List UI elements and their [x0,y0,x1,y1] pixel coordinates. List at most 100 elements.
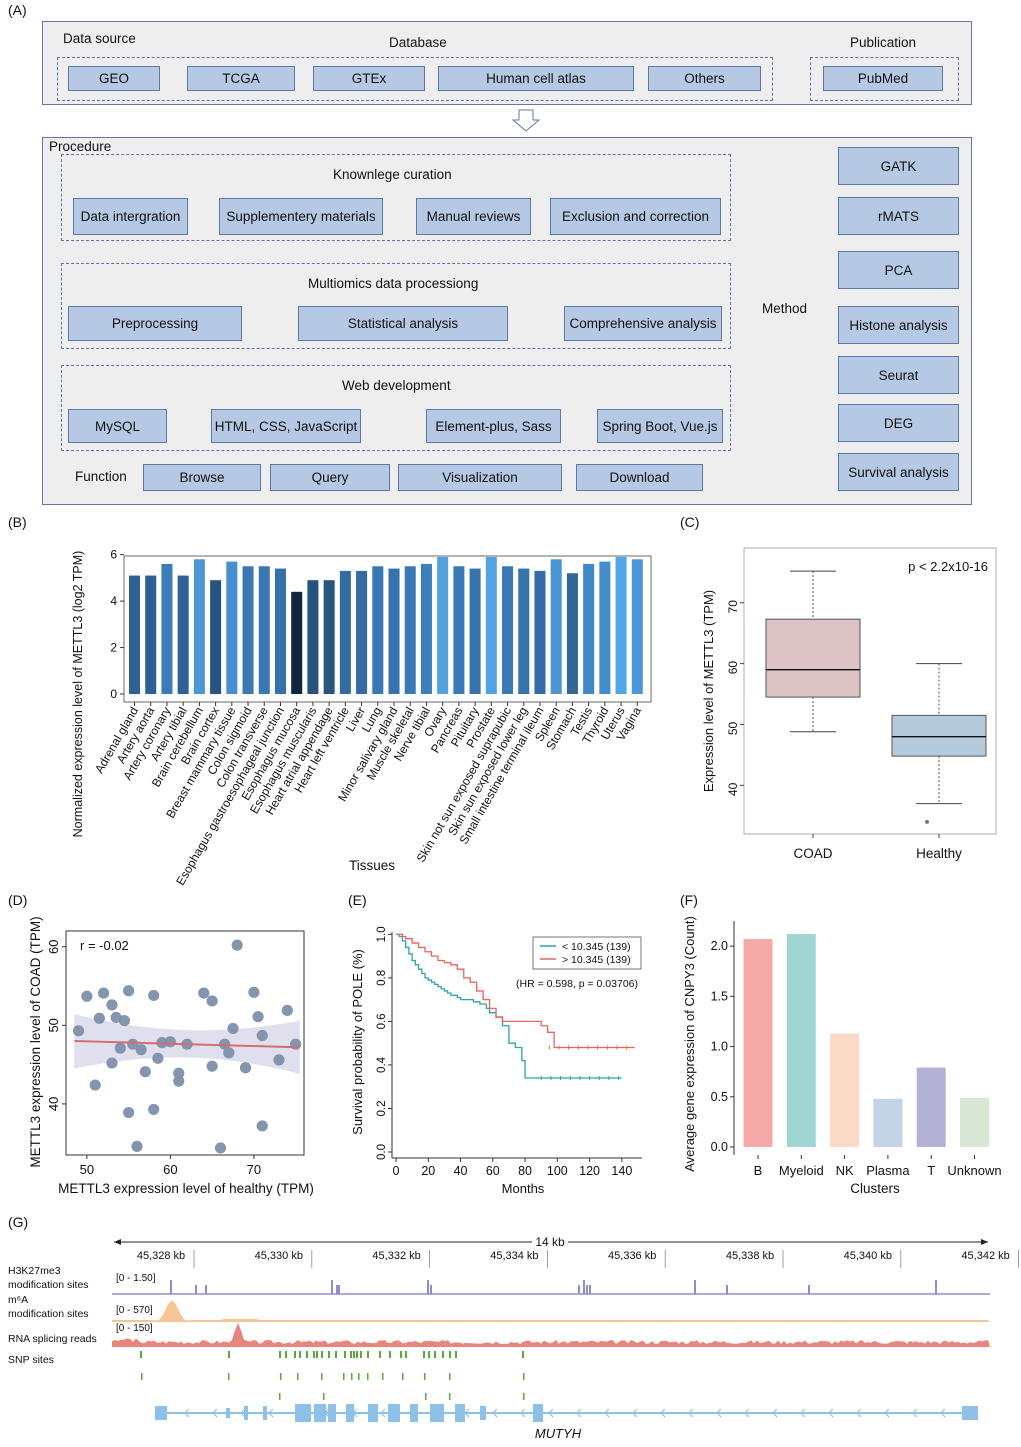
publication-box: PubMed [823,66,943,91]
bar [193,559,205,694]
bar [372,566,384,694]
strand-chevron-icon [632,1408,638,1418]
gene-exon [368,1404,378,1422]
gene-exon [328,1404,336,1422]
scatter-point [231,939,243,951]
snp-mark [335,1351,337,1358]
panel-label-f: (F) [680,892,698,908]
strand-chevron-icon [828,1408,834,1418]
bar [129,575,141,694]
publication-label: Publication [850,35,917,50]
h3k27me3-peak [427,1280,429,1294]
snp-mark [321,1351,323,1358]
track-name: m⁶A [8,1294,28,1306]
database-group [57,57,773,101]
genomic-position-label: 45,342 kb [961,1250,1009,1262]
method-box: PCA [838,251,959,289]
bar [485,556,497,694]
scatter-point [118,1015,131,1027]
snp-mark [313,1351,315,1358]
method-box: Seurat [838,356,959,394]
scale-label: 14 kb [535,1235,565,1249]
x-tick-label: 0 [393,1164,400,1178]
scale-label-bg [532,1234,568,1248]
scatter-point [273,1054,285,1066]
scatter-point [198,987,210,999]
h3k27me3-peak [726,1285,728,1294]
snp-mark [523,1373,525,1380]
multiomics-step-box: Preprocessing [68,306,242,341]
curation-step-box: Data intergration [73,198,188,235]
bar [210,580,222,694]
x-tick-label: 120 [579,1164,600,1178]
snp-mark [228,1351,230,1358]
scatter-point [135,1044,147,1056]
scatter-point [252,1011,264,1023]
bar [518,568,530,694]
y-tick-label: 40 [46,1097,61,1111]
y-tick-label: 0.5 [711,1090,728,1104]
function-box: Browse [143,464,261,491]
snp-mark [449,1393,451,1400]
r-annotation: r = -0.02 [80,938,129,953]
x-tick-label: COAD [793,846,832,861]
gene-exon [480,1406,486,1420]
scatter-point [93,1012,106,1024]
snp-mark [434,1351,436,1358]
gene-exon [263,1406,267,1420]
genomic-position-label: 45,338 kb [726,1250,774,1262]
x-tick-label: 40 [454,1164,468,1178]
scatter-point [281,1004,293,1016]
x-tick-label: B [754,1163,763,1178]
snp-mark [353,1351,355,1358]
panel-label-d: (D) [8,892,28,908]
gene-exon [533,1404,543,1422]
scatter-point [239,1062,252,1074]
strand-chevron-icon [520,1408,526,1418]
bar [274,568,286,694]
scatter-point [148,1103,160,1116]
chart-b-frame [123,555,652,703]
scatter-point [127,1038,139,1050]
y-axis-label: METTL3 expression level of COAD (TPM) [28,916,43,1167]
y-tick-label: 0.2 [376,1100,388,1116]
strand-chevron-icon [884,1408,890,1418]
y-tick-label: 50 [46,1018,61,1032]
x-tick-label: Myeloid [779,1163,824,1178]
x-axis-label: METTL3 expression level of healthy (TPM) [58,1181,314,1196]
snp-mark [360,1351,362,1358]
gene-exon [430,1404,444,1422]
track-range-label: [0 - 150] [116,1323,153,1334]
scatter-point [227,1022,239,1035]
scatter-point [206,1060,218,1072]
h3k27me3-peak [336,1285,338,1294]
snp-mark [285,1351,287,1358]
y-tick-label: 60 [46,939,61,953]
h3k27me3-peak [205,1285,207,1294]
gene-exon [226,1408,230,1418]
p-value-annotation: p < 2.2x10-16 [908,559,988,574]
procedure-label: Procedure [49,139,112,154]
curation-step-box: Supplementery materials [219,198,383,235]
gene-exon [155,1406,167,1420]
bar [631,559,643,694]
h3k27me3-peak [578,1285,580,1294]
strand-chevron-icon [380,1408,386,1418]
x-tick-label: 70 [247,1162,261,1177]
y-tick-label: 4 [110,594,117,608]
snp-mark [343,1373,345,1380]
function-label: Function [75,469,127,484]
snp-mark [306,1351,308,1358]
strand-chevron-icon [184,1408,190,1418]
snp-mark [299,1351,301,1358]
snp-mark [228,1373,230,1380]
snp-mark [297,1373,299,1380]
snp-mark [367,1351,369,1358]
bar [534,570,546,694]
method-box: Histone analysis [838,306,959,344]
scatter-point [72,1025,85,1037]
x-tick-label: Healthy [916,846,962,861]
box-outlier [925,819,929,824]
web-title: Web development [342,378,451,393]
